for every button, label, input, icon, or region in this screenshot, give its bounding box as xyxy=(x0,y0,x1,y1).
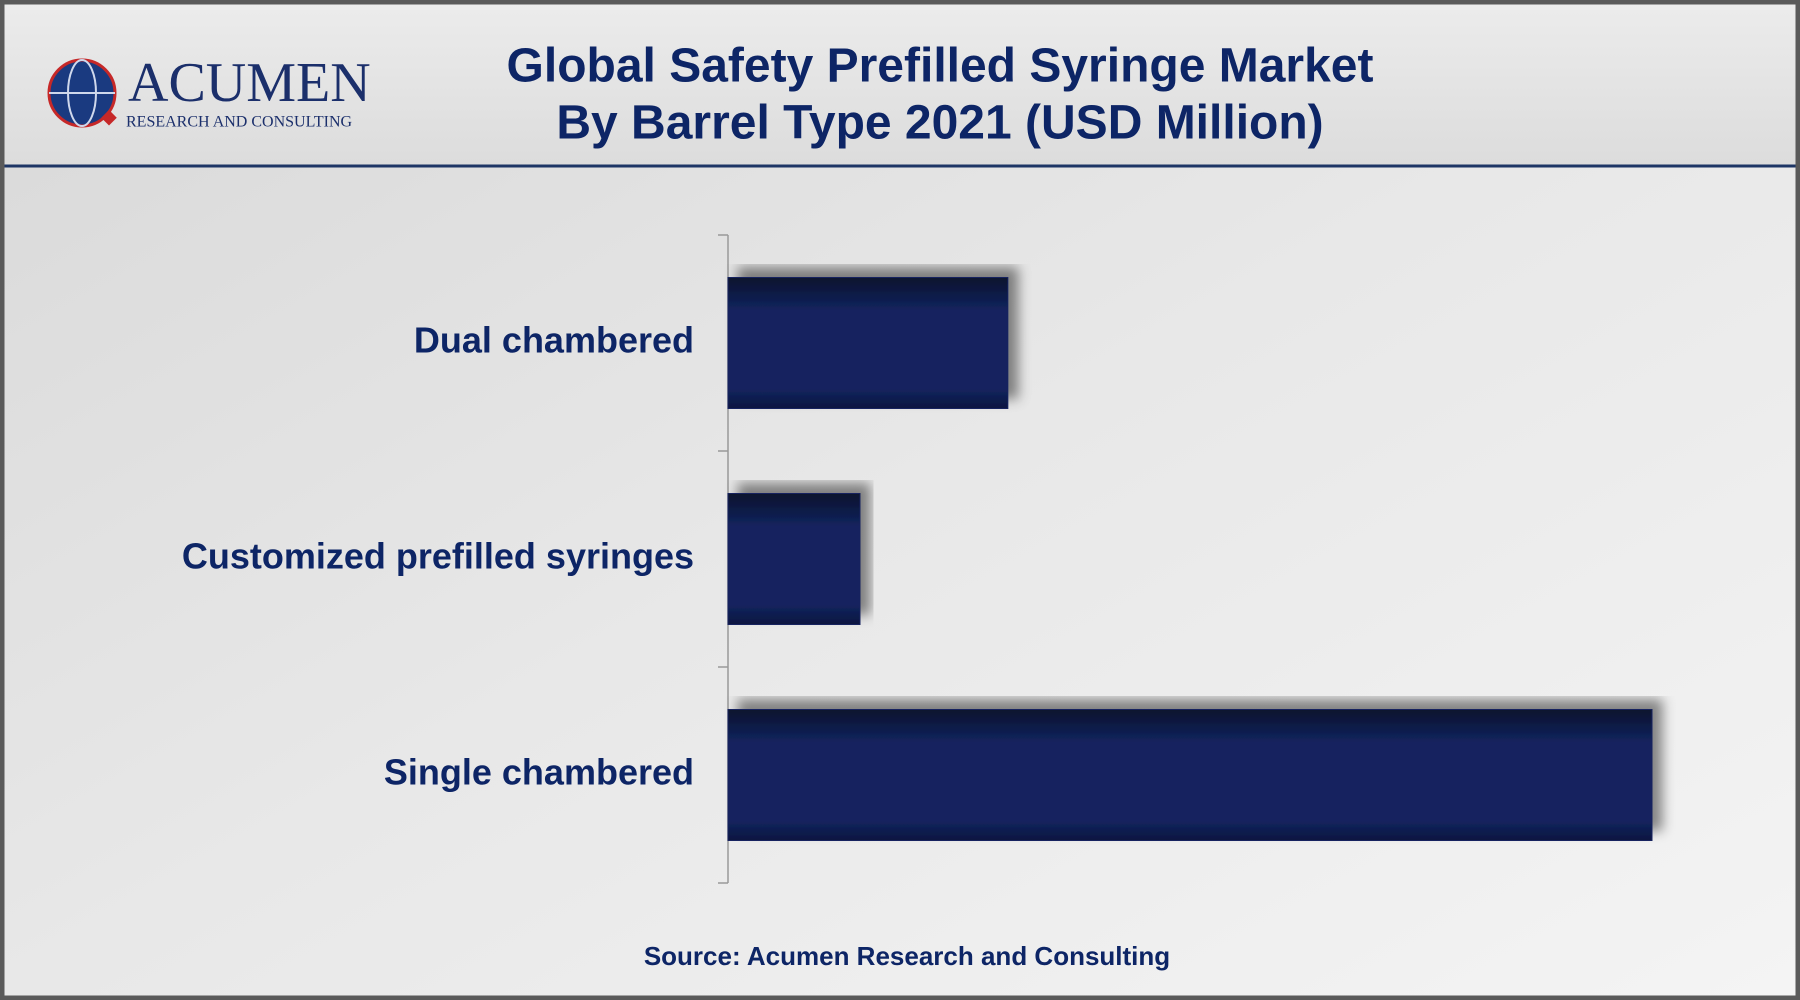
header-band xyxy=(0,0,1800,166)
chart-title: Global Safety Prefilled Syringe Market xyxy=(507,40,1374,93)
logo-tagline: RESEARCH AND CONSULTING xyxy=(126,114,353,131)
y-tick-label: Customized prefilled syringes xyxy=(182,536,694,577)
bar xyxy=(727,493,861,625)
logo: ACUMEN RESEARCH AND CONSULTING xyxy=(47,52,371,131)
chart-title: By Barrel Type 2021 (USD Million) xyxy=(556,97,1323,150)
y-tick-label: Dual chambered xyxy=(414,320,694,361)
logo-diamond xyxy=(101,109,117,126)
source: Source: Acumen Research and Consulting xyxy=(644,941,1170,971)
bar xyxy=(727,277,1009,409)
logo-name: ACUMEN xyxy=(128,52,371,114)
y-tick-label: Single chambered xyxy=(384,752,694,793)
bar xyxy=(727,709,1653,841)
